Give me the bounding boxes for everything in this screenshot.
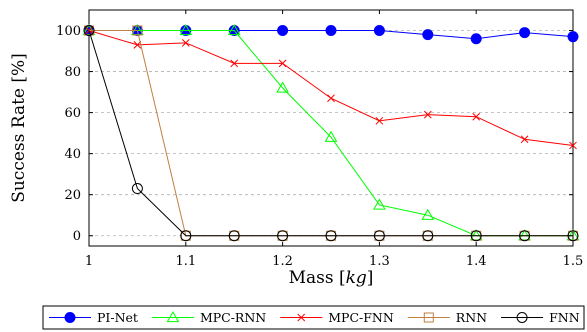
data-point [227,24,241,36]
data-point [325,25,337,37]
y-tick-label: 0 [73,229,81,244]
data-point [64,312,76,323]
y-tick-label: 40 [64,147,81,162]
data-point [181,38,190,47]
legend-label: RNN [456,310,487,325]
y-tick-label: 20 [64,188,81,203]
data-point [422,29,434,41]
data-point [519,230,531,242]
data-point [422,230,434,242]
data-point [423,110,432,119]
data-point [278,59,287,68]
legend-item: MPC-FNN [280,310,394,325]
legend-item: MPC-RNN [151,310,266,325]
y-tick-label: 80 [64,65,81,80]
data-point [470,230,482,242]
plot-frame [88,9,574,247]
series-fnn [83,25,579,242]
series-group [82,24,580,242]
data-point [327,94,335,103]
data-point [276,81,289,93]
data-point [520,135,529,144]
data-point [373,230,385,242]
data-point [83,25,95,37]
data-point [324,130,338,142]
y-tick-label: 60 [64,106,81,121]
data-point [228,230,240,242]
data-point [569,141,577,150]
data-point [277,230,289,242]
legend-label: MPC-RNN [200,310,266,325]
series-pi-net [83,25,579,45]
x-axis-label-unit: kg [346,268,367,288]
ticks: 0 20 40 60 80 100 1 1.1 1.2 1.3 1.4 1.5 [56,10,583,269]
x-tick-label: 1.2 [272,254,293,269]
series-line [89,30,573,237]
y-axis-label: Success Rate [%] [9,53,29,203]
data-point [179,24,193,36]
data-point [166,310,180,323]
legend-item: RNN [407,310,487,325]
series-mpc-fnn [85,26,577,150]
data-point [375,116,384,125]
series-mpc-rnn [82,24,580,241]
data-point [516,312,528,323]
data-point [472,112,481,121]
data-point [180,230,192,242]
data-point [131,183,143,195]
x-axis-label: Mass [kg] [289,268,374,288]
x-tick-label: 1.3 [369,254,390,269]
data-point [277,25,289,37]
series-line [88,30,574,146]
x-axis-label-prefix: Mass [ [289,268,346,288]
x-tick-label: 1 [85,254,93,269]
data-point [230,59,239,68]
data-point [132,25,143,36]
legend-item: FNN [501,310,580,325]
data-point [470,33,482,45]
data-point [421,208,435,220]
data-point [423,312,434,323]
legend-label: PI-Net [97,310,138,325]
x-tick-label: 1.5 [563,254,584,269]
data-point [325,230,337,242]
data-point [519,27,531,39]
x-axis-label-suffix: ] [367,268,374,288]
data-point [373,25,385,37]
x-tick-label: 1.4 [466,254,487,269]
series-rnn [84,25,578,241]
legend-item: PI-Net [49,310,138,325]
legend-label: FNN [549,310,580,325]
series-line [88,30,573,237]
legend: PI-Net MPC-RNN MPC-FNN RNN FNN [42,305,585,330]
data-point [297,313,306,322]
data-point [567,230,579,242]
legend-label: MPC-FNN [328,310,394,325]
x-tick-label: 1.1 [175,254,196,269]
data-point [567,31,579,43]
data-point [373,198,386,210]
y-tick-label: 100 [56,24,81,39]
